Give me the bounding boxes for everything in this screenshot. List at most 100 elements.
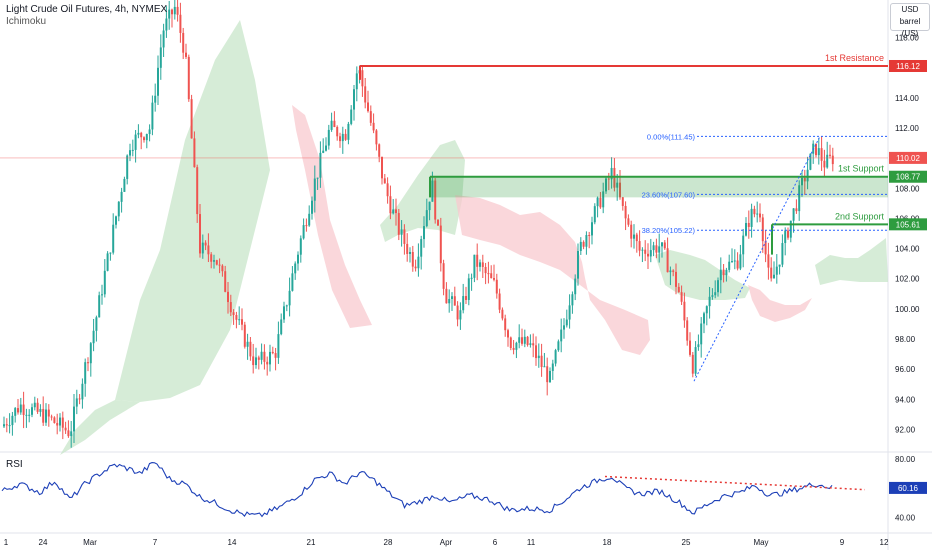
x-tick-label: Apr bbox=[440, 538, 453, 547]
candle-body bbox=[655, 245, 658, 253]
candle-body bbox=[829, 154, 831, 156]
y-tick-label: 100.00 bbox=[895, 305, 920, 314]
candle-body bbox=[465, 296, 467, 300]
y-tick-label: 98.00 bbox=[895, 335, 916, 344]
candle-body bbox=[344, 133, 347, 140]
candle-body bbox=[299, 238, 302, 255]
candle-body bbox=[761, 217, 764, 242]
candle-body bbox=[775, 266, 778, 275]
candle-body bbox=[627, 218, 630, 225]
candle-body bbox=[512, 347, 515, 350]
candle-body bbox=[210, 254, 213, 262]
candle-body bbox=[546, 366, 549, 383]
candle-body bbox=[8, 425, 11, 427]
candle-body bbox=[518, 337, 521, 343]
candle-body bbox=[67, 430, 70, 437]
candle-body bbox=[624, 205, 627, 219]
candle-body bbox=[229, 302, 232, 313]
candle-body bbox=[621, 197, 624, 206]
candle-body bbox=[680, 292, 683, 302]
candle-body bbox=[31, 407, 33, 415]
x-tick-label: May bbox=[753, 538, 768, 547]
candle-body bbox=[137, 132, 140, 135]
candle-body bbox=[638, 241, 641, 251]
price-tag-label: 105.61 bbox=[896, 220, 921, 229]
candle-body bbox=[238, 319, 241, 321]
candle-body bbox=[437, 219, 439, 226]
candle-body bbox=[241, 319, 243, 325]
currency-unit-box[interactable]: USD barrel (US) bbox=[890, 3, 930, 38]
candle-body bbox=[283, 306, 285, 320]
candle-body bbox=[409, 251, 411, 254]
candle-body bbox=[641, 249, 644, 251]
candle-body bbox=[420, 239, 423, 257]
rsi-tick-label: 40.00 bbox=[895, 513, 916, 522]
y-tick-label: 102.00 bbox=[895, 275, 920, 284]
unit-label: barrel (US) bbox=[899, 17, 921, 38]
candle-body bbox=[224, 271, 227, 292]
candle-body bbox=[372, 122, 375, 131]
last-price-tag bbox=[889, 151, 927, 164]
candle-body bbox=[725, 269, 728, 276]
candle-body bbox=[689, 340, 691, 355]
candle-body bbox=[411, 251, 414, 267]
candle-body bbox=[579, 241, 582, 251]
candle-body bbox=[554, 350, 557, 364]
candle-body bbox=[535, 345, 537, 359]
candle-body bbox=[823, 160, 826, 168]
candle-body bbox=[78, 398, 81, 400]
indicator-label[interactable]: Ichimoku bbox=[6, 16, 47, 27]
candle-body bbox=[400, 229, 403, 235]
candle-body bbox=[526, 336, 529, 345]
symbol-title[interactable]: Light Crude Oil Futures, 4h, NYMEX bbox=[6, 4, 168, 15]
candle-body bbox=[339, 136, 341, 142]
candle-body bbox=[101, 294, 103, 296]
candle-body bbox=[269, 351, 271, 365]
candle-body bbox=[686, 320, 689, 341]
candle-body bbox=[619, 182, 621, 198]
rsi-label[interactable]: RSI bbox=[6, 459, 23, 470]
candle-body bbox=[549, 370, 551, 383]
candle-body bbox=[532, 343, 535, 346]
candle-body bbox=[215, 260, 218, 265]
last-price-label: 110.02 bbox=[896, 154, 920, 163]
candle-body bbox=[507, 330, 509, 338]
support-zone bbox=[430, 176, 888, 198]
candle-body bbox=[677, 286, 680, 293]
candle-body bbox=[663, 242, 666, 249]
candle-body bbox=[826, 154, 829, 168]
candle-body bbox=[476, 254, 479, 267]
candle-body bbox=[154, 95, 157, 103]
candle-body bbox=[185, 52, 187, 57]
candle-body bbox=[669, 270, 672, 273]
candle-body bbox=[789, 220, 792, 238]
candle-body bbox=[115, 216, 117, 225]
candle-body bbox=[207, 245, 210, 255]
candle-body bbox=[145, 134, 148, 141]
candle-body bbox=[277, 334, 280, 358]
x-tick-label: 21 bbox=[307, 538, 316, 547]
candle-body bbox=[19, 404, 22, 413]
candle-body bbox=[745, 222, 747, 236]
candle-body bbox=[582, 241, 585, 247]
candle-body bbox=[386, 183, 389, 197]
candle-body bbox=[355, 73, 358, 90]
candle-body bbox=[347, 123, 350, 140]
candle-body bbox=[159, 47, 162, 68]
candle-body bbox=[498, 293, 501, 310]
candle-body bbox=[213, 260, 215, 262]
candle-body bbox=[736, 260, 739, 269]
candle-body bbox=[92, 330, 95, 344]
candle-body bbox=[392, 209, 395, 214]
candle-body bbox=[395, 209, 397, 214]
candle-body bbox=[442, 263, 445, 289]
candle-body bbox=[479, 262, 481, 267]
x-tick-label: 18 bbox=[603, 538, 612, 547]
candle-body bbox=[204, 242, 207, 246]
candle-body bbox=[568, 305, 571, 320]
price-tag bbox=[889, 59, 927, 72]
level-label: 2nd Support bbox=[835, 211, 885, 221]
candle-body bbox=[719, 269, 722, 281]
candle-body bbox=[36, 402, 39, 412]
